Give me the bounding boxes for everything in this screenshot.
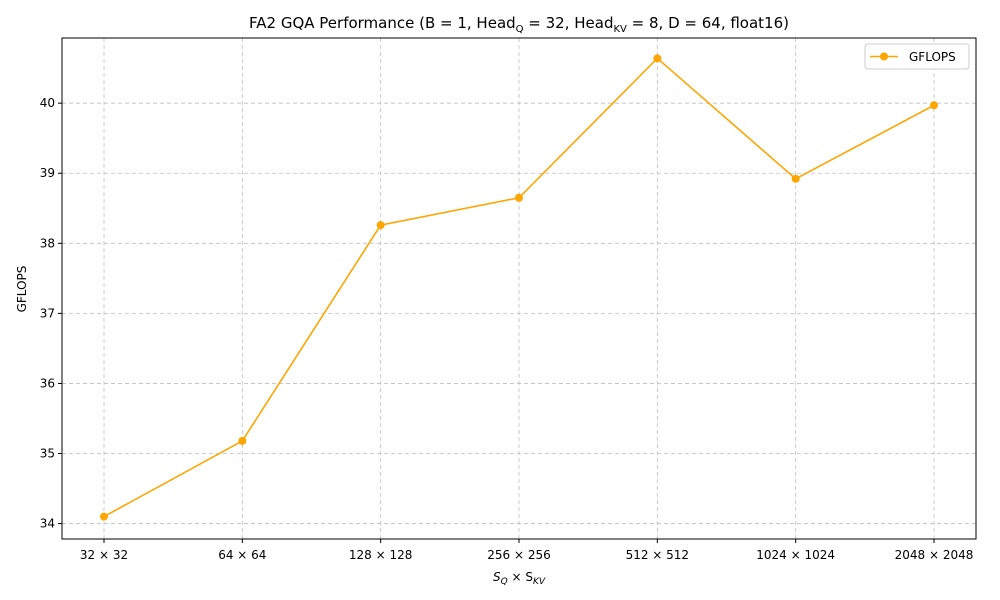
title-subscript-q: Q [516, 24, 524, 35]
y-tick-label: 35 [40, 447, 55, 461]
legend-box [864, 43, 970, 70]
x-tick-label: 256 × 256 [487, 548, 551, 562]
x-tick-label: 1024 × 1024 [756, 548, 835, 562]
legend: GFLOPS [864, 43, 970, 70]
data-point [100, 512, 108, 521]
y-tick-label: 38 [40, 236, 55, 250]
y-tick-label: 36 [40, 376, 55, 390]
title-subscript-kv: KV [613, 24, 627, 35]
data-point [238, 436, 247, 445]
y-axis: 34 35 36 37 38 39 40 [40, 96, 62, 531]
data-point [930, 101, 938, 110]
x-axis-label: SQ × SKV [493, 570, 546, 587]
x-axis: 32 × 32 64 × 64 128 × 128 256 × 256 512 × 51… [80, 539, 974, 562]
y-tick-label: 34 [40, 517, 55, 531]
series-layer [100, 54, 938, 521]
x-tick-label: 2048 × 2048 [895, 548, 974, 562]
x-tick-label: 64 × 64 [218, 548, 266, 562]
data-point [515, 193, 523, 202]
data-point [376, 221, 385, 230]
y-tick-label: 40 [40, 96, 55, 110]
grid-lines [62, 38, 976, 539]
legend-label: GFLOPS [909, 50, 956, 64]
legend-marker [880, 52, 888, 61]
y-tick-label: 37 [40, 306, 55, 320]
y-tick-label: 39 [40, 166, 55, 180]
x-tick-label: 512 × 512 [626, 548, 690, 562]
y-axis-label: GFLOPS [15, 266, 29, 313]
chart-title: FA2 GQA Performance (B = 1, HeadQ = 32, … [249, 14, 789, 35]
x-tick-label: 128 × 128 [349, 548, 413, 562]
data-point [653, 54, 662, 63]
data-point [791, 174, 800, 183]
x-tick-label: 32 × 32 [80, 548, 128, 562]
